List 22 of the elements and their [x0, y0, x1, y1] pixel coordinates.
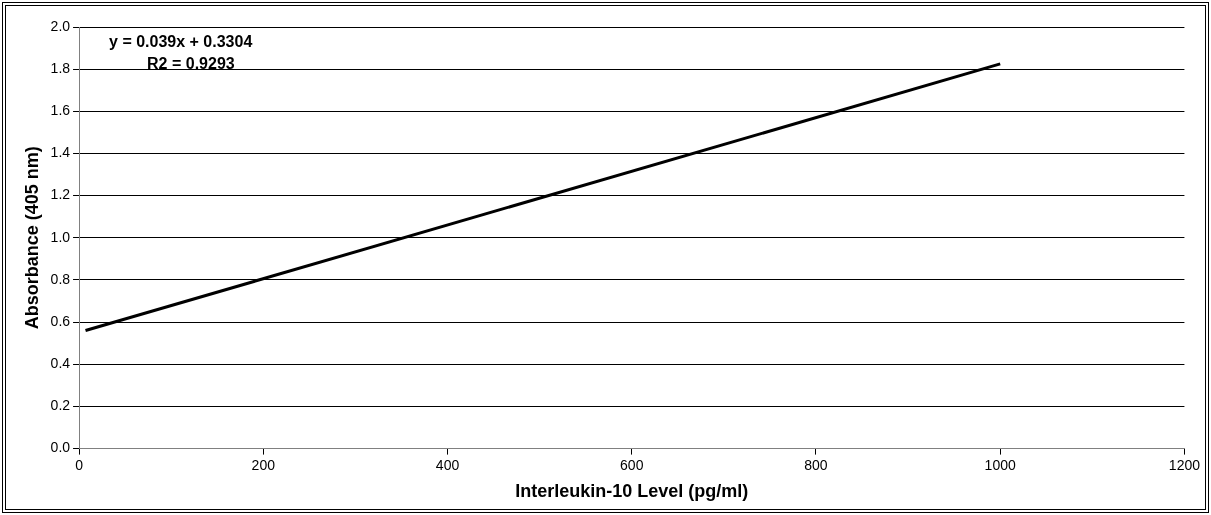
x-tick-label: 1200: [1168, 456, 1201, 473]
x-tick-label: 0: [75, 456, 84, 473]
y-tick-label: 1.2: [50, 186, 71, 203]
y-tick-label: 0.2: [50, 397, 71, 414]
x-axis-title: Interleukin-10 Level (pg/ml): [515, 481, 749, 502]
y-tick-label: 1.8: [50, 60, 71, 77]
y-tick-label: 2.0: [50, 17, 71, 34]
x-tick-label: 600: [620, 456, 644, 473]
y-tick-label: 0.6: [50, 312, 71, 329]
y-axis-title: Absorbance (405 nm): [21, 146, 42, 330]
y-tick-label: 0.4: [50, 355, 71, 372]
x-tick-label: 1000: [984, 456, 1016, 473]
y-tick-label: 0.0: [50, 439, 71, 456]
annotation: R2 = 0.9293: [147, 55, 235, 73]
x-tick-label: 800: [804, 456, 828, 473]
y-tick-label: 1.0: [50, 228, 71, 245]
x-tick-label: 400: [435, 456, 460, 473]
y-tick-label: 1.4: [50, 144, 71, 161]
y-tick-label: 1.6: [50, 102, 71, 119]
y-tick-label: 0.8: [50, 270, 71, 287]
annotation: y = 0.039x + 0.3304: [109, 33, 253, 51]
x-tick-label: 200: [251, 456, 276, 473]
